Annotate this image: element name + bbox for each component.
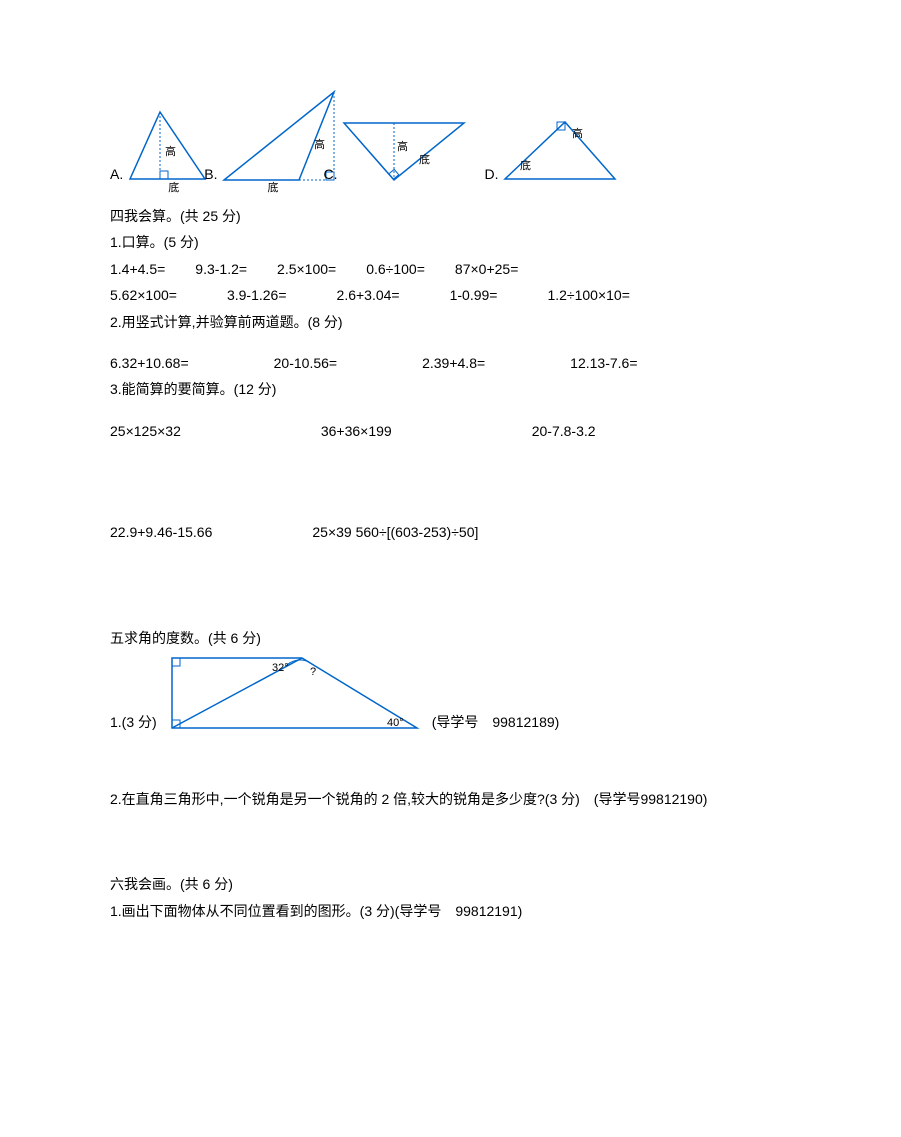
calc-10: 1.2÷100×10= — [547, 284, 629, 306]
section4-item2-title: 2.用竖式计算,并验算前两道题。(8 分) — [110, 311, 791, 333]
section5-item1-guide: (导学号 99812189) — [432, 711, 560, 733]
calc-3: 2.5×100= — [277, 258, 336, 280]
section4-title: 四我会算。(共 25 分) — [110, 205, 791, 227]
calc-5: 87×0+25= — [455, 258, 518, 280]
triangle-a: 高 — [125, 107, 210, 185]
mental-calc-row2: 5.62×100= 3.9-1.26= 2.6+3.04= 1-0.99= 1.… — [110, 284, 791, 306]
scalc-4: 22.9+9.46-15.66 — [110, 521, 212, 543]
vcalc-2: 20-10.56= — [274, 352, 337, 374]
section4-item3-title: 3.能简算的要简算。(12 分) — [110, 378, 791, 400]
angle-32: 32° — [272, 662, 289, 674]
di-label-c: 底 — [419, 152, 430, 166]
gao-label-c: 高 — [397, 139, 408, 153]
option-a-label: A. — [110, 163, 123, 185]
scalc-3: 20-7.8-3.2 — [532, 420, 596, 442]
vcalc-1: 6.32+10.68= — [110, 352, 189, 374]
option-c: C. 高 底 — [323, 115, 469, 185]
angle-q: ? — [310, 666, 316, 678]
section5-title: 五求角的度数。(共 6 分) — [110, 627, 791, 649]
calc-9: 1-0.99= — [450, 284, 498, 306]
section5-item1: 1.(3 分) 32° ? 40° (导学号 99812189) — [110, 653, 791, 733]
section4-item1-title: 1.口算。(5 分) — [110, 231, 791, 253]
gao-label-a: 高 — [165, 144, 176, 158]
triangle-options-row: A. 高 底 B. 高 底 C. 高 底 D. — [110, 90, 791, 185]
section-6: 六我会画。(共 6 分) 1.画出下面物体从不同位置看到的图形。(3 分)(导学… — [110, 873, 791, 922]
option-b-label: B. — [204, 163, 217, 185]
simplify-row2: 22.9+9.46-15.66 25×39 560÷[(603-253)÷50] — [110, 521, 791, 543]
scalc-1: 25×125×32 — [110, 420, 181, 442]
section-5: 五求角的度数。(共 6 分) 1.(3 分) 32° ? 40° (导学号 99… — [110, 627, 791, 811]
section5-item2: 2.在直角三角形中,一个锐角是另一个锐角的 2 倍,较大的锐角是多少度?(3 分… — [110, 788, 791, 810]
calc-7: 3.9-1.26= — [227, 284, 287, 306]
angle-40: 40° — [387, 717, 404, 729]
section6-title: 六我会画。(共 6 分) — [110, 873, 791, 895]
vcalc-3: 2.39+4.8= — [422, 352, 485, 374]
di-label-d: 底 — [520, 158, 531, 172]
angle-diagram: 32° ? 40° — [167, 653, 422, 733]
calc-2: 9.3-1.2= — [195, 258, 247, 280]
triangle-d: 高 底 — [500, 117, 620, 185]
section5-item1-label: 1.(3 分) — [110, 711, 157, 733]
option-a: A. 高 — [110, 107, 210, 185]
option-b: B. 高 — [204, 90, 339, 185]
triangle-c: 高 底 — [339, 115, 469, 185]
simplify-row1: 25×125×32 36+36×199 20-7.8-3.2 — [110, 420, 791, 442]
calc-4: 0.6÷100= — [366, 258, 425, 280]
option-c-label: C. — [323, 163, 337, 185]
vertical-calc-row: 6.32+10.68= 20-10.56= 2.39+4.8= 12.13-7.… — [110, 352, 791, 374]
di-label-b: 底 — [267, 180, 278, 198]
calc-1: 1.4+4.5= — [110, 258, 165, 280]
option-d-label: D. — [484, 163, 498, 185]
triangle-b: 高 — [219, 90, 339, 185]
calc-6: 5.62×100= — [110, 284, 177, 306]
option-d: D. 高 底 — [484, 117, 620, 185]
vcalc-4: 12.13-7.6= — [570, 352, 637, 374]
calc-8: 2.6+3.04= — [337, 284, 400, 306]
scalc-2: 36+36×199 — [321, 420, 392, 442]
section6-item1: 1.画出下面物体从不同位置看到的图形。(3 分)(导学号 99812191) — [110, 900, 791, 922]
gao-label-d: 高 — [572, 126, 583, 140]
di-label-a: 底 — [168, 180, 179, 198]
scalc-5: 25×39 560÷[(603-253)÷50] — [312, 521, 478, 543]
mental-calc-row1: 1.4+4.5= 9.3-1.2= 2.5×100= 0.6÷100= 87×0… — [110, 258, 791, 280]
section-4: 四我会算。(共 25 分) 1.口算。(5 分) 1.4+4.5= 9.3-1.… — [110, 205, 791, 544]
